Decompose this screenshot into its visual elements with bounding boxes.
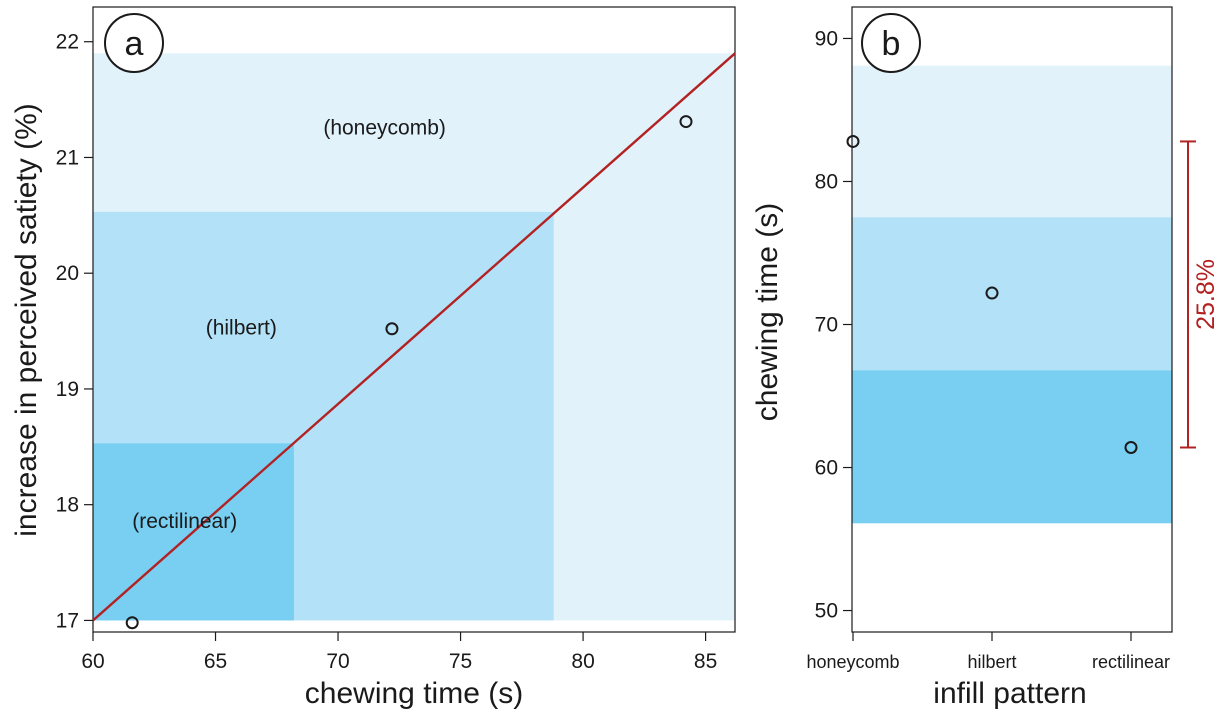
panel-b: honeycomb hilbert rectilinear 50 60 70 80 90 2…: [751, 6, 1220, 710]
region-label-1: (hilbert): [206, 317, 277, 340]
b-y-tick-label-0: 50: [815, 600, 838, 623]
y-tick-label-4: 21: [56, 146, 79, 169]
x-tick-label-4: 80: [571, 650, 594, 673]
panel-b-x-axis-title: infill pattern: [933, 677, 1086, 710]
range-annotation: 25.8%: [1180, 140, 1220, 449]
range-percent-label: 25.8%: [1192, 259, 1220, 330]
panel-b-label: b: [861, 13, 921, 73]
fit-line: [92, 52, 736, 622]
x-tick-label-5: 85: [694, 650, 717, 673]
category-label-hilbert: hilbert: [967, 652, 1016, 672]
x-tick-label-2: 70: [326, 650, 349, 673]
y-tick-label-0: 17: [56, 609, 79, 632]
region-label-2: (rectilinear): [132, 510, 237, 533]
b-y-tick-label-1: 60: [815, 457, 838, 480]
panel-b-points: [846, 134, 1138, 455]
category-label-rectilinear: rectilinear: [1092, 652, 1170, 672]
panel-a-x-ticks: 60 65 70 75 80 85: [81, 632, 717, 673]
point-hilbert: [985, 286, 999, 300]
band-0: [852, 65, 1172, 218]
data-point-0: [125, 616, 139, 630]
data-point-2: [679, 115, 693, 129]
panel-a-y-ticks: 17 18 19 20 21 22: [56, 31, 93, 632]
y-tick-label-2: 19: [56, 378, 79, 401]
panel-b-letter: b: [882, 25, 901, 63]
data-point-1: [385, 322, 399, 336]
x-tick-label-1: 65: [204, 650, 227, 673]
region-label-0: (honeycomb): [323, 116, 446, 139]
panel-a-label: a: [104, 13, 164, 73]
panel-a-letter: a: [125, 25, 144, 63]
y-tick-label-3: 20: [56, 262, 79, 285]
b-y-tick-label-4: 90: [815, 27, 838, 50]
panel-b-y-ticks: 50 60 70 80 90: [815, 27, 852, 623]
panel-a-y-axis-title: increase in perceived satiety (%): [10, 103, 43, 537]
b-y-tick-label-2: 70: [815, 314, 838, 337]
category-label-honeycomb: honeycomb: [806, 652, 899, 672]
panel-b-x-ticks: honeycomb hilbert rectilinear: [806, 632, 1170, 672]
panel-a-points: [125, 115, 693, 630]
y-tick-label-5: 22: [56, 31, 79, 54]
band-2: [852, 370, 1172, 524]
b-y-tick-label-3: 80: [815, 170, 838, 193]
y-tick-label-1: 18: [56, 494, 79, 517]
x-tick-label-3: 75: [449, 650, 472, 673]
panel-a-x-axis-title: chewing time (s): [305, 677, 523, 710]
panel-a-frame: [92, 6, 736, 633]
region-labels: (honeycomb) (hilbert) (rectilinear): [132, 116, 446, 533]
chewing-time-bands: [852, 65, 1172, 524]
panel-a: (honeycomb) (hilbert) (rectilinear) 60 65 70…: [10, 6, 736, 710]
x-tick-label-0: 60: [81, 650, 104, 673]
band-1: [852, 217, 1172, 371]
point-honeycomb: [846, 134, 860, 148]
point-rectilinear: [1124, 441, 1138, 455]
panel-b-frame: [851, 6, 1173, 633]
fit-line-group: [92, 52, 736, 622]
panel-b-y-axis-title: chewing time (s): [751, 203, 784, 421]
